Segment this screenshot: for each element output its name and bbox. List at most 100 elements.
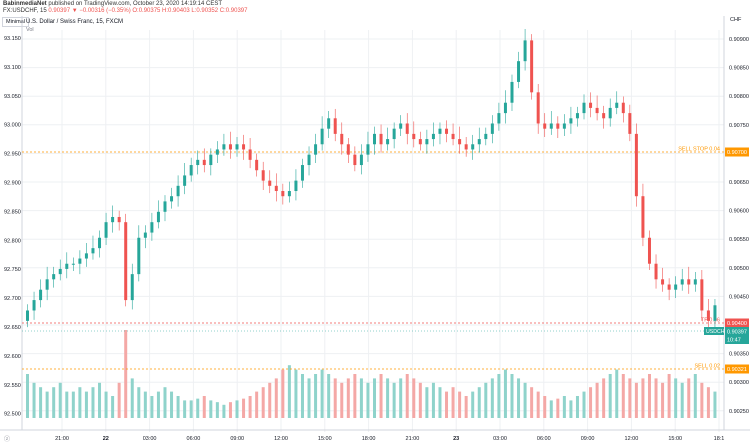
volume-bar <box>569 400 573 418</box>
volume-bar <box>477 387 481 418</box>
level-price-badge-sell <box>725 364 749 374</box>
left-axis-label: 92.950 <box>4 152 21 158</box>
volume-bar <box>111 396 115 418</box>
candle-body <box>713 305 717 321</box>
volume-bar <box>281 369 285 418</box>
candle-body <box>255 159 259 171</box>
volume-bar <box>39 387 43 418</box>
volume-bar <box>562 396 566 418</box>
volume-bar <box>170 391 174 418</box>
left-axis-label: 92.750 <box>4 267 21 273</box>
time-axis-label: 18:1 <box>714 436 725 442</box>
candle-body <box>451 133 455 140</box>
volume-bar <box>680 382 684 418</box>
volume-bar <box>255 391 259 418</box>
candle-body <box>536 92 540 124</box>
volume-bar <box>523 382 527 418</box>
volume-bar <box>608 374 612 418</box>
candle-body <box>196 159 200 166</box>
right-axis-label: 0.90600 <box>729 209 749 215</box>
volume-bar <box>32 382 36 418</box>
zoom-icon[interactable]: ⓩ <box>4 437 11 443</box>
volume-bar <box>58 382 62 418</box>
volume-bar <box>621 374 625 418</box>
candle-body <box>268 180 272 186</box>
time-axis-label: 03:00 <box>493 436 507 442</box>
candle-body <box>222 144 226 150</box>
candle-body <box>569 118 573 124</box>
candle-body <box>464 144 468 150</box>
candle-body <box>661 279 665 285</box>
candle-body <box>58 268 62 275</box>
volume-bar <box>425 387 429 418</box>
left-axis-label: 93.150 <box>4 36 21 42</box>
volume-bar <box>497 374 501 418</box>
publish-info: BabinmediaNet published on TradingView.c… <box>3 1 222 7</box>
candle-body <box>366 144 370 155</box>
last-price-value: 0.90397 <box>727 330 747 336</box>
right-axis-label: 0.90750 <box>729 123 749 129</box>
candle-body <box>124 222 128 301</box>
volume-bar <box>183 400 187 418</box>
symbol-box[interactable]: Minimal <box>2 17 29 27</box>
candle-body <box>517 61 521 82</box>
currency-label: CHF <box>730 17 742 23</box>
candle-body <box>209 154 213 166</box>
time-axis[interactable]: 21:00 22 03:00 06:00 09:00 12:00 15:00 18:00 21:… <box>55 436 724 442</box>
volume-bar <box>294 369 298 418</box>
volume-bar <box>71 391 75 418</box>
candle-body <box>314 144 318 155</box>
candle-body <box>39 289 43 301</box>
volume-bar <box>641 378 645 418</box>
volume-bar <box>412 378 416 418</box>
volume-bar <box>687 378 691 418</box>
volume-label: Vol <box>26 27 34 33</box>
candle-body <box>634 133 638 197</box>
volume-bar <box>582 391 586 418</box>
volume-bar <box>503 369 507 418</box>
volume-bar <box>320 369 324 418</box>
volume-bar <box>615 369 619 418</box>
volume-bar <box>98 382 102 418</box>
volume-bar <box>484 382 488 418</box>
candle-body <box>98 237 102 249</box>
volume-bar <box>392 382 396 418</box>
volume-bar <box>261 387 265 418</box>
volume-bar <box>52 387 56 418</box>
candle-body <box>307 154 311 166</box>
candle-body <box>608 107 612 119</box>
candle-body <box>91 248 95 254</box>
volume-bar <box>667 374 671 418</box>
left-axis-label: 92.700 <box>4 296 21 302</box>
level-price-badge-tp <box>725 318 749 328</box>
candle-body <box>595 107 599 114</box>
candle-body <box>215 149 219 155</box>
right-axis[interactable]: 0.90900 0.90850 0.90800 0.90750 0.90700 0.906… <box>729 37 749 415</box>
volume-bar <box>549 400 553 418</box>
volume-bar <box>268 382 272 418</box>
author-name[interactable]: BabinmediaNet <box>3 1 47 7</box>
candle-body <box>183 175 187 186</box>
volume-bar <box>490 378 494 418</box>
candle-body <box>170 196 174 202</box>
time-axis-label: 09:00 <box>581 436 595 442</box>
candle-body <box>78 258 82 264</box>
volume-bar <box>124 330 128 418</box>
volume-bar <box>647 374 651 418</box>
time-axis-label: 06:00 <box>187 436 201 442</box>
volume-bar <box>353 374 357 418</box>
publish-header: BabinmediaNet published on TradingView.c… <box>0 0 750 16</box>
candle-body <box>346 144 350 155</box>
volume-bar <box>222 404 226 418</box>
candlesticks <box>26 28 717 330</box>
left-axis-label: 92.600 <box>4 354 21 360</box>
level-price-sell: 0.90321 <box>727 367 747 373</box>
candle-body <box>412 133 416 140</box>
volume-bar <box>366 382 370 418</box>
right-axis-label: 0.90500 <box>729 266 749 272</box>
candle-body <box>425 139 429 145</box>
volume-bar <box>314 374 318 418</box>
publish-date: published on TradingView.com, October 23… <box>48 1 223 7</box>
candle-body <box>615 102 619 108</box>
